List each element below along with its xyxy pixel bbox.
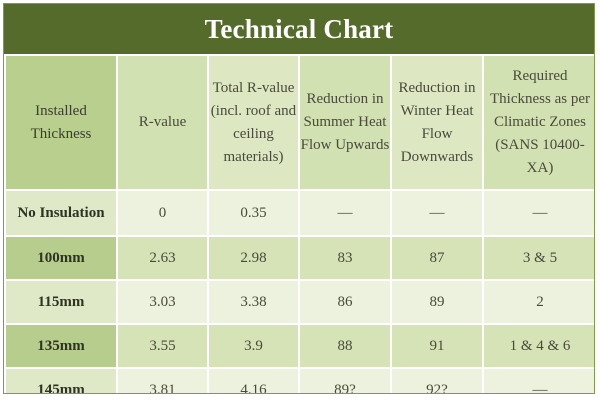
summer-reduction-cell: — xyxy=(298,189,392,237)
summer-reduction-cell: 89? xyxy=(298,367,392,393)
header-installed-thickness: Installed Thickness xyxy=(4,54,118,191)
summer-reduction-cell: 86 xyxy=(298,279,392,325)
header-required-thickness: Required Thickness as per Climatic Zones… xyxy=(482,54,594,191)
header-summer-reduction: Reduction in Summer Heat Flow Upwards xyxy=(298,54,392,191)
r-value-cell: 3.55 xyxy=(116,323,209,369)
total-r-value-cell: 2.98 xyxy=(207,235,300,281)
row-label: 115mm xyxy=(4,279,118,325)
climatic-zones-cell: 3 & 5 xyxy=(482,235,594,281)
winter-reduction-cell: 89 xyxy=(390,279,484,325)
row-label: 145mm xyxy=(4,367,118,393)
technical-chart-panel: Technical Chart Installed Thickness R-va… xyxy=(3,3,595,394)
climatic-zones-cell: 2 xyxy=(482,279,594,325)
r-value-cell: 2.63 xyxy=(116,235,209,281)
header-r-value: R-value xyxy=(116,54,209,191)
summer-reduction-cell: 88 xyxy=(298,323,392,369)
table-row: 115mm 3.03 3.38 86 89 2 xyxy=(4,279,594,325)
total-r-value-cell: 4.16 xyxy=(207,367,300,393)
technical-table: Installed Thickness R-value Total R-valu… xyxy=(4,54,594,393)
table-header-row: Installed Thickness R-value Total R-valu… xyxy=(4,54,594,191)
climatic-zones-cell: — xyxy=(482,189,594,237)
r-value-cell: 3.03 xyxy=(116,279,209,325)
total-r-value-cell: 3.38 xyxy=(207,279,300,325)
winter-reduction-cell: 87 xyxy=(390,235,484,281)
total-r-value-cell: 0.35 xyxy=(207,189,300,237)
chart-title: Technical Chart xyxy=(4,4,594,54)
table-row: 135mm 3.55 3.9 88 91 1 & 4 & 6 xyxy=(4,323,594,369)
row-label: No Insulation xyxy=(4,189,118,237)
header-winter-reduction: Reduction in Winter Heat Flow Downwards xyxy=(390,54,484,191)
r-value-cell: 3.81 xyxy=(116,367,209,393)
climatic-zones-cell: — xyxy=(482,367,594,393)
winter-reduction-cell: 92? xyxy=(390,367,484,393)
row-label: 100mm xyxy=(4,235,118,281)
table-row: No Insulation 0 0.35 — — — xyxy=(4,189,594,237)
summer-reduction-cell: 83 xyxy=(298,235,392,281)
winter-reduction-cell: 91 xyxy=(390,323,484,369)
row-label: 135mm xyxy=(4,323,118,369)
climatic-zones-cell: 1 & 4 & 6 xyxy=(482,323,594,369)
winter-reduction-cell: — xyxy=(390,189,484,237)
table-row: 100mm 2.63 2.98 83 87 3 & 5 xyxy=(4,235,594,281)
total-r-value-cell: 3.9 xyxy=(207,323,300,369)
table-row: 145mm 3.81 4.16 89? 92? — xyxy=(4,367,594,393)
r-value-cell: 0 xyxy=(116,189,209,237)
header-total-r-value: Total R-value (incl. roof and ceiling ma… xyxy=(207,54,300,191)
